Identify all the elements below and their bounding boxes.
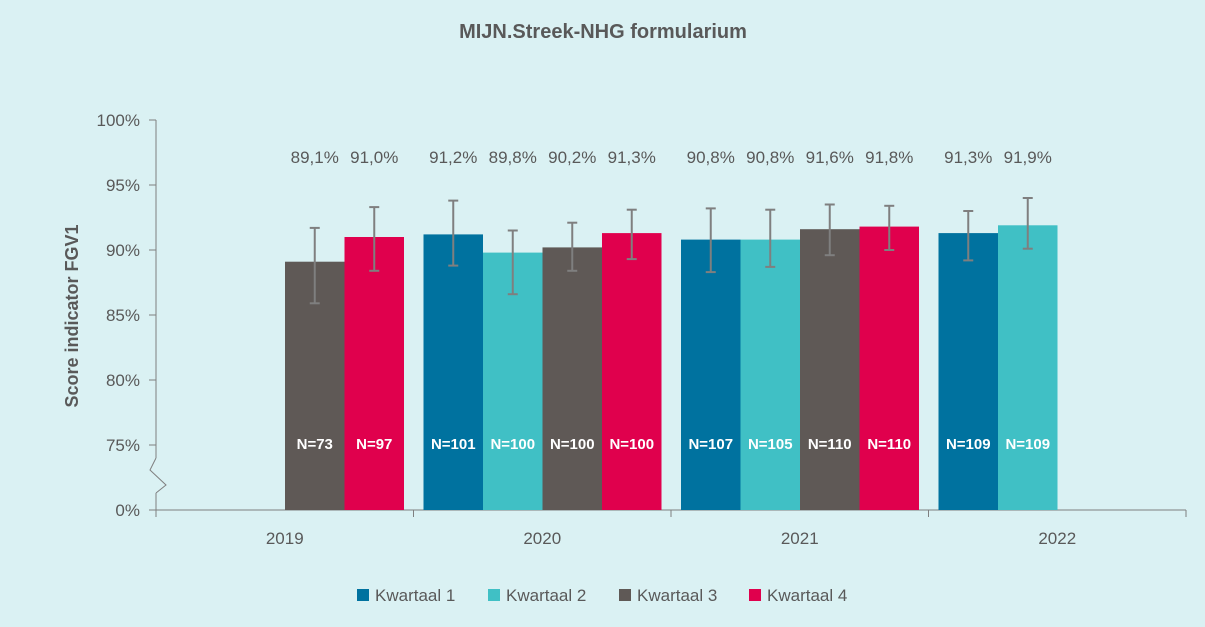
data-label: 91,0% <box>350 148 398 167</box>
legend-label: Kwartaal 1 <box>375 586 455 605</box>
legend-label: Kwartaal 4 <box>767 586 847 605</box>
bar <box>602 233 662 510</box>
n-label: N=101 <box>431 436 476 453</box>
y-tick-label: 100% <box>97 111 140 130</box>
data-label: 89,1% <box>291 148 339 167</box>
legend-label: Kwartaal 3 <box>637 586 717 605</box>
n-label: N=110 <box>808 436 852 453</box>
n-label: N=109 <box>1005 436 1050 453</box>
data-label: 90,8% <box>746 148 794 167</box>
data-label: 89,8% <box>489 148 537 167</box>
y-tick-label: 75% <box>106 436 140 455</box>
bar <box>998 225 1058 511</box>
n-label: N=107 <box>688 436 733 453</box>
data-label: 91,2% <box>429 148 477 167</box>
legend-swatch <box>488 589 500 601</box>
data-label: 90,8% <box>687 148 735 167</box>
n-label: N=100 <box>550 436 595 453</box>
bar <box>740 239 800 510</box>
y-tick-label: 95% <box>106 176 140 195</box>
y-tick-label: 85% <box>106 306 140 325</box>
y-tick-label: 0% <box>115 501 140 520</box>
x-tick-label: 2021 <box>781 529 819 548</box>
n-label: N=73 <box>297 436 333 453</box>
bar <box>542 247 602 510</box>
bar <box>344 237 404 510</box>
bar <box>800 229 860 510</box>
n-label: N=97 <box>356 436 392 453</box>
data-label: 91,3% <box>608 148 656 167</box>
legend-swatch <box>749 589 761 601</box>
data-label: 91,9% <box>1004 148 1052 167</box>
n-label: N=100 <box>490 436 535 453</box>
data-label: 91,6% <box>806 148 854 167</box>
legend-swatch <box>357 589 369 601</box>
data-label: 91,8% <box>865 148 913 167</box>
data-label: 91,3% <box>944 148 992 167</box>
y-tick-label: 90% <box>106 241 140 260</box>
x-tick-label: 2019 <box>266 529 304 548</box>
bar <box>938 233 998 510</box>
n-label: N=100 <box>609 436 654 453</box>
x-tick-label: 2022 <box>1038 529 1076 548</box>
n-label: N=110 <box>867 436 911 453</box>
y-tick-label: 80% <box>106 371 140 390</box>
bar <box>859 226 919 510</box>
legend-label: Kwartaal 2 <box>506 586 586 605</box>
chart-title: MIJN.Streek-NHG formularium <box>459 21 747 43</box>
legend-swatch <box>619 589 631 601</box>
n-label: N=105 <box>748 436 793 453</box>
n-label: N=109 <box>946 436 991 453</box>
axis-break-mark <box>149 457 167 494</box>
plot-area: 0% 75% 80% 85% 90% 95% 100% 2019 2020 2021 2022 89,… <box>97 111 1187 548</box>
x-tick-label: 2020 <box>523 529 561 548</box>
legend: Kwartaal 1 Kwartaal 2 Kwartaal 3 Kwartaal 4 <box>357 586 847 605</box>
y-axis-label: Score indicator FGV1 <box>62 224 82 407</box>
bar <box>423 234 483 510</box>
data-label: 90,2% <box>548 148 596 167</box>
bar <box>681 239 741 510</box>
bar <box>483 252 543 510</box>
